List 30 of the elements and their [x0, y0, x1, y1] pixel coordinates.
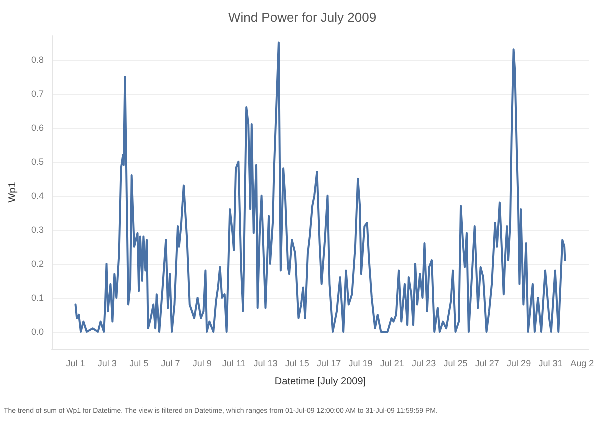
x-tick-label: Jul 25 [444, 358, 468, 368]
x-tick-label: Jul 23 [412, 358, 436, 368]
x-tick-label: Jul 17 [317, 358, 342, 368]
x-axis-title: Datetime [July 2009] [274, 376, 366, 388]
x-tick-label: Jul 1 [66, 358, 86, 368]
y-tick-label: 0.4 [31, 190, 44, 201]
x-tick-label: Jul 9 [192, 358, 212, 368]
x-tick-label: Jul 21 [380, 358, 404, 368]
y-tick-label: 0.8 [31, 54, 44, 65]
y-tick-label: 0.5 [31, 156, 44, 167]
x-tick-label: Jul 27 [475, 358, 500, 368]
x-tick-label: Jul 19 [348, 358, 373, 368]
y-tick-label: 0.1 [31, 292, 44, 303]
x-tick-label: Jul 7 [161, 358, 180, 368]
y-tick-label: 0.3 [31, 224, 44, 235]
x-tick-label: Jul 3 [98, 358, 117, 368]
x-tick-label: Jul 5 [130, 358, 149, 368]
x-tick-label: Jul 13 [254, 358, 278, 368]
x-tick-label: Jul 29 [507, 358, 532, 368]
x-tick-label: Jul 31 [538, 358, 563, 368]
y-tick-label: 0.6 [31, 122, 44, 133]
y-tick-label: 0.7 [31, 88, 44, 99]
chart-title: Wind Power for July 2009 [228, 10, 377, 25]
y-tick-label: 0.0 [31, 326, 44, 337]
x-tick-label: Aug 2 [570, 358, 594, 368]
line-series [74, 42, 566, 333]
y-tick-label: 0.2 [31, 258, 44, 269]
x-tick-label: Jul 11 [222, 358, 246, 368]
y-axis-title: Wp1 [8, 182, 18, 203]
x-tick-label: Jul 15 [285, 358, 310, 368]
